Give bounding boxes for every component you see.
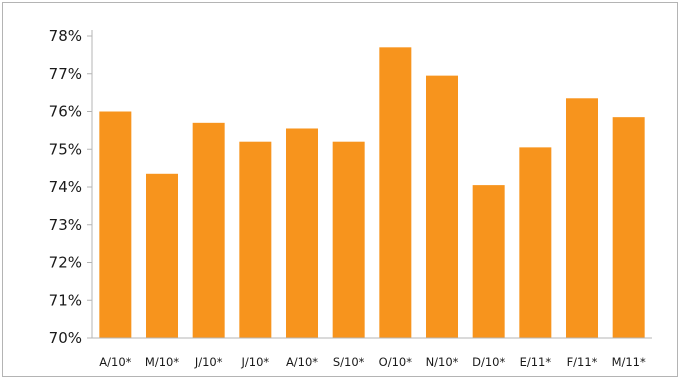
- bar: [99, 111, 132, 338]
- x-tick-label: O/10*: [379, 355, 413, 369]
- y-tick-label: 74%: [49, 178, 82, 196]
- y-tick-label: 70%: [49, 329, 82, 347]
- bar: [239, 141, 272, 338]
- y-axis-ticks: 70% 71% 72% 73% 74% 75% 76% 77% 78%: [49, 27, 92, 347]
- bar: [566, 98, 598, 338]
- y-tick-label: 72%: [49, 254, 82, 272]
- y-tick-label: 73%: [49, 216, 82, 234]
- bar: [472, 185, 505, 338]
- bar: [146, 173, 178, 338]
- x-tick-label: J/10*: [194, 355, 223, 369]
- bars: [99, 47, 645, 338]
- bar: [519, 147, 552, 338]
- y-tick-label: 75%: [49, 140, 82, 158]
- x-tick-label: M/11*: [612, 355, 646, 369]
- bar: [612, 117, 645, 338]
- bar: [379, 47, 412, 338]
- y-tick-label: 77%: [49, 65, 82, 83]
- x-tick-label: S/10*: [333, 355, 365, 369]
- bar: [426, 75, 458, 338]
- y-tick-label: 78%: [49, 27, 82, 45]
- x-tick-label: M/10*: [145, 355, 179, 369]
- bar: [286, 128, 318, 338]
- bar: [332, 141, 365, 338]
- x-tick-label: A/10*: [99, 355, 131, 369]
- x-axis-labels: A/10* M/10* J/10* J/10* A/10* S/10* O/10* N/10*…: [99, 355, 646, 369]
- x-tick-label: E/11*: [520, 355, 552, 369]
- x-tick-label: A/10*: [286, 355, 318, 369]
- x-tick-label: N/10*: [426, 355, 459, 369]
- y-tick-label: 76%: [49, 103, 82, 121]
- x-tick-label: D/10*: [472, 355, 505, 369]
- y-tick-label: 71%: [49, 291, 82, 309]
- x-tick-label: F/11*: [567, 355, 598, 369]
- x-tick-label: J/10*: [241, 355, 270, 369]
- bar: [192, 122, 225, 338]
